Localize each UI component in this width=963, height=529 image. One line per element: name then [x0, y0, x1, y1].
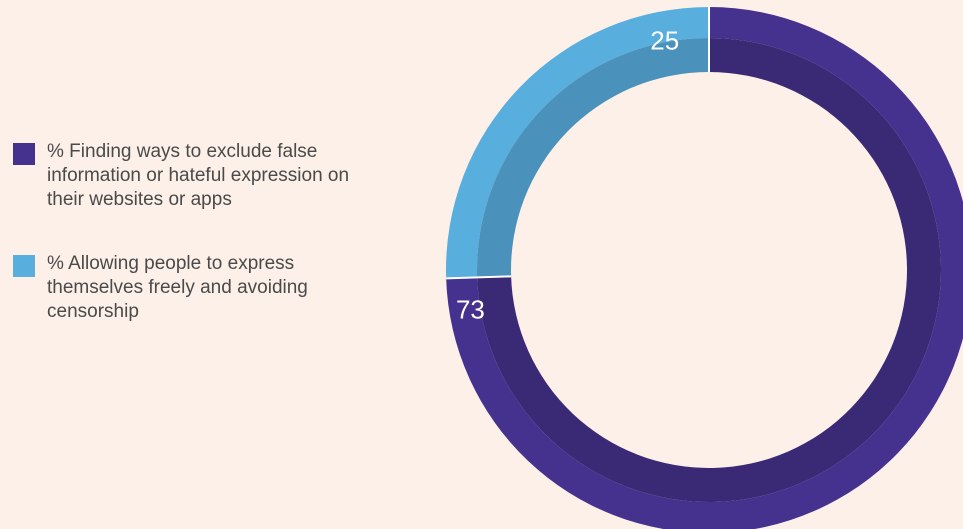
legend-label-exclude-false-info: % Finding ways to exclude false informat…	[47, 141, 350, 210]
data-label-express-freely: 25	[650, 25, 679, 55]
legend-item-exclude-false-info: % Finding ways to exclude false informat…	[13, 140, 373, 212]
legend: % Finding ways to exclude false informat…	[13, 140, 373, 324]
slice-separator	[446, 275, 512, 280]
slice-express-freely-inner	[477, 38, 709, 278]
slice-express-freely-outer	[446, 7, 709, 279]
legend-swatch-express-freely	[13, 255, 35, 277]
data-label-exclude-false-info: 73	[456, 295, 485, 325]
legend-label-express-freely: % Allowing people to express themselves …	[47, 253, 308, 322]
legend-item-express-freely: % Allowing people to express themselves …	[13, 252, 373, 324]
legend-swatch-exclude-false-info	[13, 143, 35, 165]
